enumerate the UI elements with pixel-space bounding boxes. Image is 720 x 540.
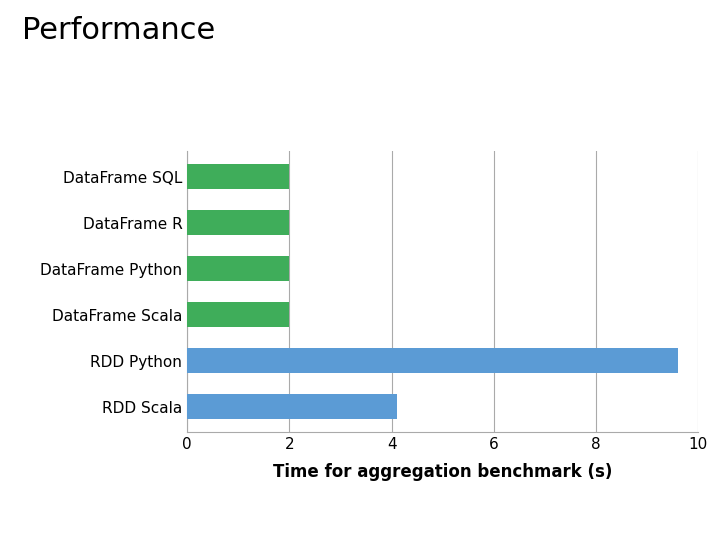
Bar [187, 348, 678, 373]
Text: Performance: Performance [22, 16, 215, 45]
Bar [187, 256, 289, 281]
Bar [187, 164, 289, 189]
X-axis label: Time for aggregation benchmark (s): Time for aggregation benchmark (s) [273, 463, 613, 481]
Bar [187, 394, 397, 419]
Bar [187, 302, 289, 327]
Bar [187, 210, 289, 235]
